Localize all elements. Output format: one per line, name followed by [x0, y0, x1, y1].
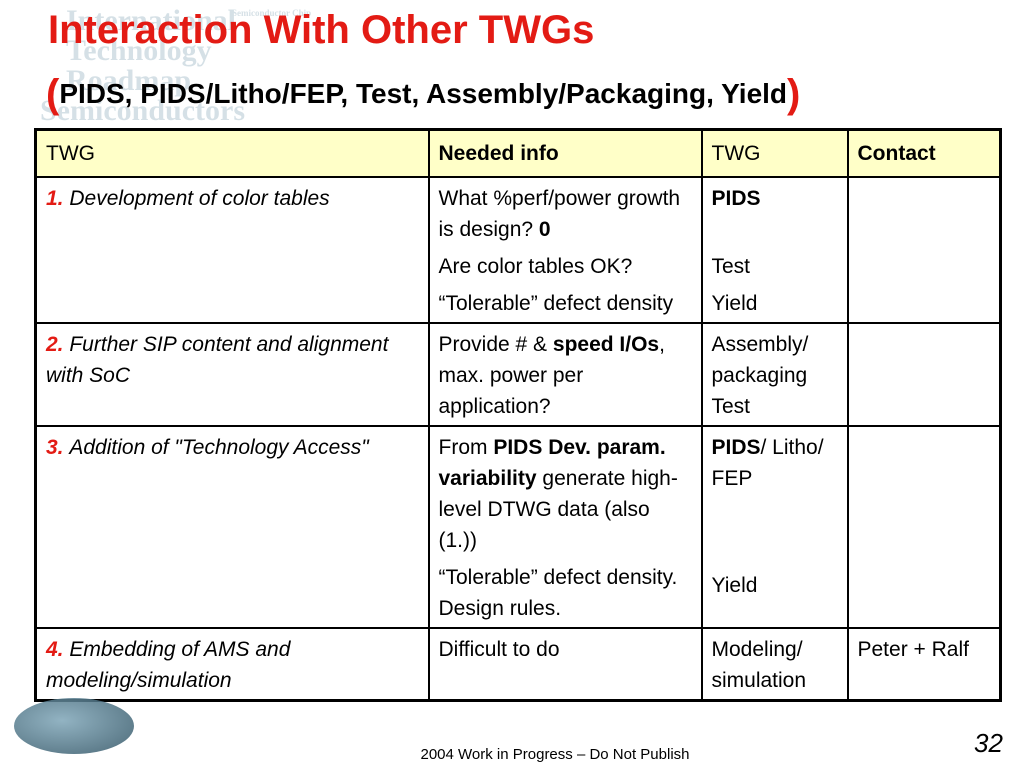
- table-row: 1. Development of color tables What %per…: [34, 176, 1002, 324]
- twg-cell: PIDS/ Litho/ FEP Yield: [700, 425, 849, 629]
- topic-cell: 3. Addition of "Technology Access": [34, 425, 430, 629]
- table-header-row: TWG Needed info TWG Contact: [34, 128, 1002, 178]
- row-number: 4.: [46, 638, 64, 661]
- slide-title: Interaction With Other TWGs: [48, 8, 595, 52]
- info-bold: 0: [538, 218, 551, 241]
- twg-text: PIDS: [711, 187, 761, 210]
- row-number: 3.: [46, 436, 64, 459]
- topic-cell: 2. Further SIP content and alignment wit…: [34, 322, 430, 427]
- info-text: “Tolerable” defect density: [438, 292, 674, 315]
- contact-cell: [846, 425, 1002, 629]
- header-twg: TWG: [34, 128, 430, 178]
- contact-cell: Peter + Ralf: [846, 627, 1002, 702]
- subtitle-text: PIDS, PIDS/Litho/FEP, Test, Assembly/Pac…: [59, 78, 788, 109]
- topic-text: Further SIP content and alignment with S…: [46, 333, 389, 387]
- table-row: 4. Embedding of AMS and modeling/simulat…: [34, 627, 1002, 702]
- needed-info-cell: From PIDS Dev. param. variability genera…: [427, 425, 703, 629]
- watermark-line: Roadmap: [66, 64, 192, 97]
- table-row: 3. Addition of "Technology Access" From …: [34, 425, 1002, 629]
- header-needed-info: Needed info: [427, 128, 703, 178]
- watermark-line: Technology: [66, 34, 212, 67]
- header-contact: Contact: [846, 128, 1002, 178]
- subtitle-close-paren: ): [787, 72, 801, 116]
- subtitle-open-paren: (: [46, 72, 60, 116]
- twg-text: Assembly/ packaging: [711, 333, 809, 387]
- twg-interaction-table: TWG Needed info TWG Contact 1. Developme…: [34, 128, 1002, 702]
- globe-logo-icon: [14, 698, 134, 754]
- info-bold: PIDS Dev. param. variability: [438, 436, 666, 490]
- topic-text: Addition of "Technology Access": [69, 436, 369, 459]
- twg-text: Test: [711, 255, 751, 278]
- header-twg-2: TWG: [700, 128, 849, 178]
- contact-cell: [846, 176, 1002, 324]
- info-text: generate high-level DTWG data (also (1.)…: [438, 467, 678, 552]
- twg-text: Yield: [711, 292, 758, 315]
- row-number: 1.: [46, 187, 64, 210]
- topic-text: Development of color tables: [69, 187, 330, 210]
- info-bold: speed I/Os: [552, 333, 660, 356]
- needed-info-cell: What %perf/power growth is design? 0 Are…: [427, 176, 703, 324]
- page-number: 32: [974, 728, 1003, 758]
- watermark-line: International: [66, 4, 237, 37]
- twg-cell: Assembly/ packaging Test: [700, 322, 849, 427]
- twg-text: / Litho/ FEP: [711, 436, 824, 490]
- info-text: , max. power per application?: [438, 333, 665, 418]
- itrs-watermark-logo: International Technology Roadmap Semicon…: [0, 0, 340, 200]
- topic-cell: 1. Development of color tables: [34, 176, 430, 324]
- info-text: What %perf/power growth is design?: [438, 187, 681, 241]
- topic-cell: 4. Embedding of AMS and modeling/simulat…: [34, 627, 430, 702]
- info-text: Provide # &: [438, 333, 548, 356]
- watermark-line: Semiconductors: [40, 94, 245, 127]
- slide-subtitle: (PIDS, PIDS/Litho/FEP, Test, Assembly/Pa…: [46, 72, 800, 117]
- needed-info-cell: Difficult to do: [427, 627, 703, 702]
- info-text: “Tolerable” defect density. Design rules…: [438, 566, 678, 620]
- footer-text: 2004 Work in Progress – Do Not Publish: [420, 746, 690, 763]
- twg-text: Yield: [711, 574, 758, 597]
- table-row: 2. Further SIP content and alignment wit…: [34, 322, 1002, 427]
- topic-text: Embedding of AMS and modeling/simulation: [46, 638, 291, 692]
- row-number: 2.: [46, 333, 64, 356]
- needed-info-cell: Provide # & speed I/Os, max. power per a…: [427, 322, 703, 427]
- twg-cell: PIDS Test Yield: [700, 176, 849, 324]
- watermark-small-text: Semiconductor Chip: [232, 8, 312, 18]
- info-text: Are color tables OK?: [438, 255, 633, 278]
- twg-bold: PIDS: [711, 436, 761, 459]
- twg-cell: Modeling/ simulation: [700, 627, 849, 702]
- contact-cell: [846, 322, 1002, 427]
- twg-text: Test: [711, 395, 751, 418]
- info-text: From: [438, 436, 488, 459]
